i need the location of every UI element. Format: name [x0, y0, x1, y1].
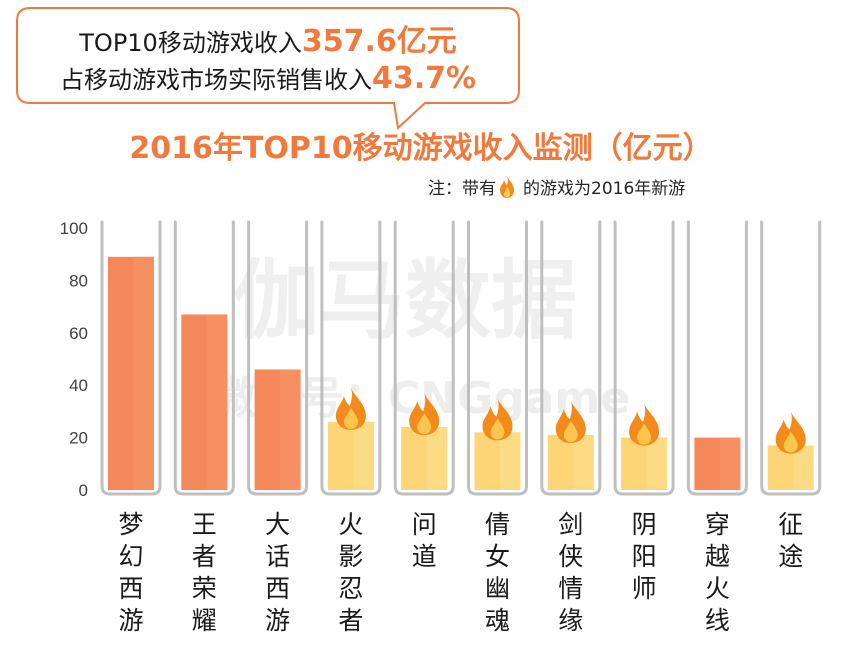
bar-highlight — [719, 437, 741, 490]
bar-highlight — [353, 421, 374, 490]
chart-title: 2016年TOP10移动游戏收入监测（亿元） — [129, 131, 712, 166]
bar-highlight — [646, 437, 668, 490]
callout-line-2-prefix: 占移动游戏市场实际销售收入 — [60, 66, 372, 94]
flame-icon — [500, 176, 514, 198]
bars — [100, 220, 822, 496]
flame-icon — [555, 400, 586, 443]
callout-line-1: TOP10移动游戏收入357.6亿元 — [78, 24, 456, 59]
flame-icon — [335, 387, 366, 430]
tube-outline — [320, 220, 382, 496]
bar-highlight — [573, 434, 594, 490]
category-label: 征途 — [778, 510, 803, 571]
category-label: 火影忍者 — [338, 510, 363, 635]
callout-line-1-value: 357.6亿元 — [302, 24, 457, 59]
category-label: 穿越火线 — [705, 510, 730, 635]
category-label: 梦幻西游 — [118, 510, 143, 635]
flame-icon — [629, 403, 660, 446]
bar-highlight — [206, 314, 228, 490]
bar-highlight — [279, 369, 301, 490]
tube-outline — [540, 220, 602, 496]
x-axis: 梦幻西游 王者荣耀 大话西游 火影忍者 问道 倩女幽魂 剑侠情缘 阴阳师 穿越火线 征途 — [118, 510, 803, 635]
y-tick-label: 20 — [69, 429, 88, 448]
y-axis: 0 20 40 60 80 100 — [60, 219, 88, 500]
flame-icon — [409, 393, 440, 436]
tube-outline — [467, 220, 528, 496]
category-label: 大话西游 — [265, 510, 290, 635]
flame-icon — [482, 398, 513, 441]
flame-icon — [775, 411, 806, 454]
y-tick-label: 80 — [69, 271, 88, 290]
y-tick-label: 40 — [69, 376, 88, 395]
tube-outline — [100, 220, 162, 496]
tube-outline — [247, 220, 309, 496]
callout-shape — [16, 7, 520, 131]
category-label: 问道 — [412, 510, 437, 571]
bar-highlight — [426, 427, 448, 490]
tube-outline — [173, 220, 235, 496]
bar-highlight — [793, 445, 814, 490]
category-label: 倩女幽魂 — [485, 510, 510, 635]
callout-bubble: TOP10移动游戏收入357.6亿元 占移动游戏市场实际销售收入43.7% — [16, 7, 520, 131]
callout-line-2-value: 43.7% — [372, 61, 476, 96]
bar-highlight — [499, 432, 521, 490]
note-suffix: 的游戏为2016年新游 — [523, 179, 685, 199]
y-tick-label: 100 — [60, 219, 88, 238]
category-label: 阴阳师 — [632, 510, 657, 603]
tube-outline — [393, 220, 455, 496]
y-tick-label: 60 — [69, 324, 88, 343]
bar-highlight — [133, 256, 154, 490]
tube-outline — [686, 220, 748, 496]
tube-outline — [760, 220, 822, 496]
note-prefix: 注：带有 — [428, 179, 496, 199]
category-label: 剑侠情缘 — [558, 510, 583, 635]
callout-line-1-prefix: TOP10移动游戏收入 — [78, 29, 302, 57]
legend-note: 注：带有 的游戏为2016年新游 — [428, 176, 685, 199]
y-tick-label: 0 — [79, 481, 88, 500]
category-label: 王者荣耀 — [192, 510, 217, 635]
tube-outline — [613, 220, 675, 496]
callout-line-2: 占移动游戏市场实际销售收入43.7% — [60, 61, 476, 96]
watermark-main: 伽马数据 — [233, 251, 577, 351]
